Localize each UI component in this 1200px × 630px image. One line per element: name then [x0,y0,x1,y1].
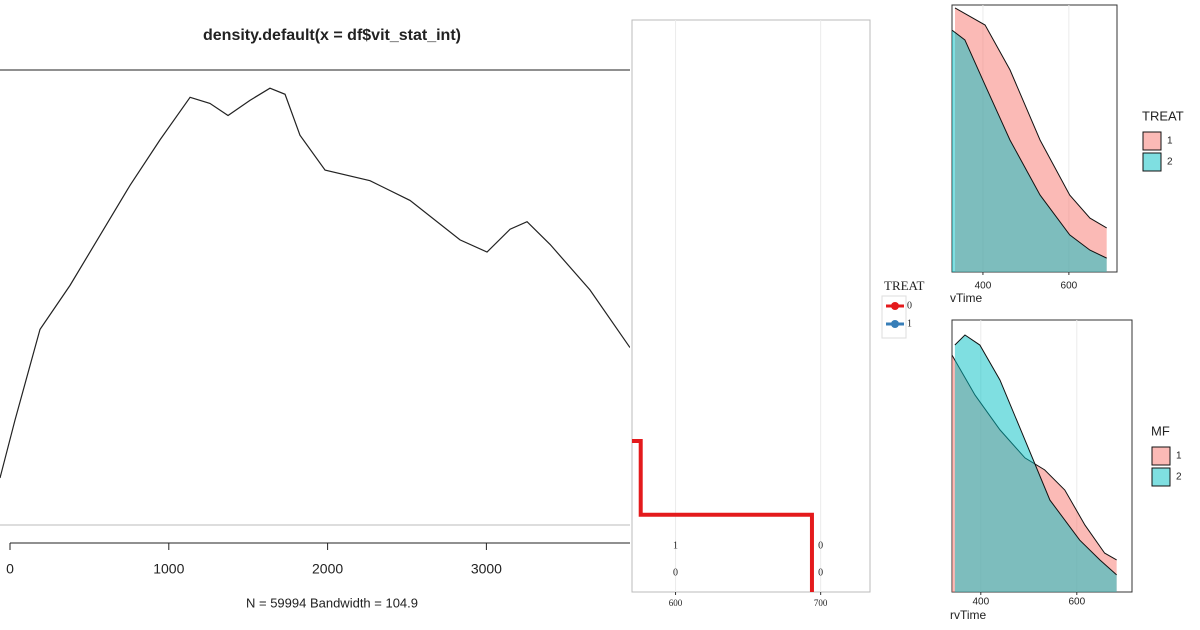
x-tick-label: 700 [814,598,828,608]
risk-count: 1 [673,540,678,551]
legend-key-dot [891,302,899,310]
density-line [0,87,630,479]
legend-key-dot [891,320,899,328]
density-outline [954,334,1117,576]
x-axis-label: rvTime [950,608,987,622]
legend-label: 1 [907,318,912,329]
legend-label: 0 [907,300,912,311]
x-tick-label: 400 [972,597,989,608]
legend-key [1142,131,1162,151]
legend-title: TREAT [1142,108,1184,123]
legend-key [1151,446,1171,466]
x-tick-label: 0 [6,561,14,577]
plot-layer [952,334,1117,592]
panel [631,19,871,593]
chart-title: density.default(x = df$vit_stat_int) [203,27,461,44]
x-axis-label: N = 59994 Bandwidth = 104.9 [246,595,418,610]
legend-label: 1 [1176,451,1182,462]
risk-count: 0 [818,567,823,578]
plot-layer [952,7,1107,272]
legend-key [1151,467,1171,487]
legend-title: MF [1151,423,1170,438]
density-outline [954,7,1107,229]
step-line [632,438,814,592]
legend-title: TREAT [884,278,925,293]
x-axis-label: vTime [950,291,983,305]
x-tick-label: 600 [1068,597,1085,608]
x-tick-label: 400 [975,281,992,292]
legend-box [881,295,907,339]
risk-count: 0 [818,540,823,551]
x-tick-label: 3000 [471,561,502,577]
x-tick-label: 600 [1061,281,1078,292]
x-tick-label: 600 [669,598,683,608]
density-area [954,334,1117,592]
x-tick-label: 1000 [153,561,184,577]
legend-key [1142,152,1162,172]
legend-label: 1 [1167,136,1173,147]
legend-label: 2 [1167,157,1173,168]
legend-label: 2 [1176,472,1182,483]
risk-count: 0 [673,567,678,578]
density-outline [952,29,1107,259]
x-tick-label: 2000 [312,561,343,577]
density-area [952,30,1107,272]
plot-layer [632,438,814,592]
